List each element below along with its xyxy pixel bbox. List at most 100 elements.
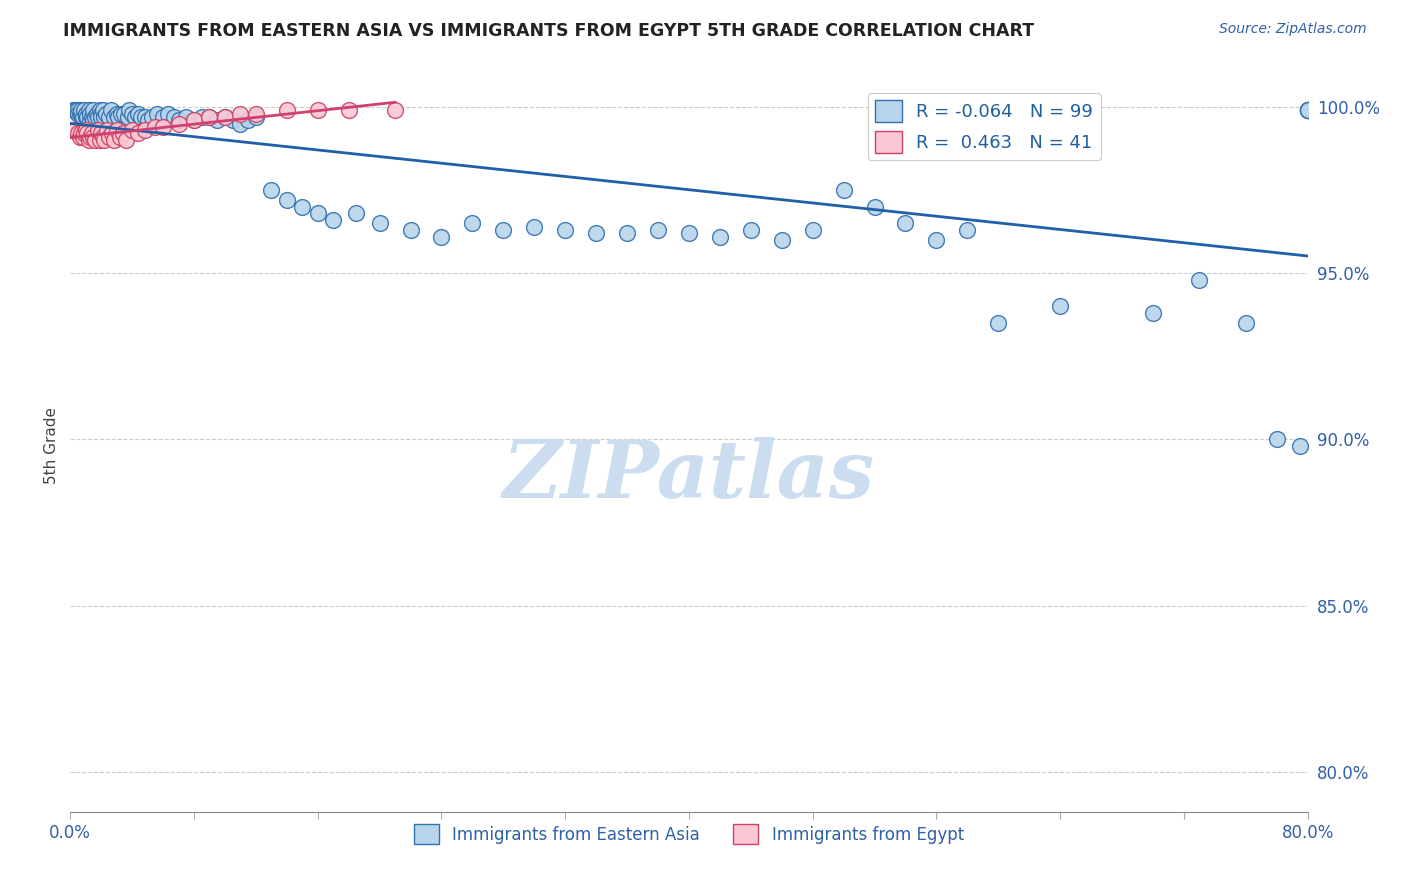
Point <box>105 106 128 120</box>
Point <box>87 110 110 124</box>
Point <box>276 103 298 118</box>
Point <box>832 183 855 197</box>
Point <box>141 110 163 124</box>
Point <box>1289 439 1312 453</box>
Point <box>307 103 329 118</box>
Point <box>163 110 186 124</box>
Point <box>770 233 793 247</box>
Point <box>70 103 93 118</box>
Point <box>86 106 108 120</box>
Point <box>75 123 97 137</box>
Point <box>156 106 179 120</box>
Point <box>291 200 314 214</box>
Point <box>69 106 91 120</box>
Point <box>70 106 93 120</box>
Point <box>75 106 97 120</box>
Point <box>145 120 166 134</box>
Point <box>62 103 84 118</box>
Point <box>63 103 86 118</box>
Point <box>93 133 115 147</box>
Point <box>82 129 105 144</box>
Point <box>98 129 120 144</box>
Point <box>117 110 139 124</box>
Point <box>67 103 90 118</box>
Point <box>1265 433 1288 447</box>
Point <box>384 103 406 118</box>
Point <box>84 133 107 147</box>
Point <box>492 223 515 237</box>
Point <box>740 223 762 237</box>
Point <box>76 127 98 141</box>
Point <box>1049 299 1071 313</box>
Point <box>167 116 190 130</box>
Point <box>72 129 94 144</box>
Point <box>1296 103 1319 118</box>
Point <box>647 223 669 237</box>
Point <box>801 223 824 237</box>
Point <box>72 110 94 124</box>
Point <box>368 216 391 230</box>
Point <box>1188 273 1211 287</box>
Point <box>678 226 700 240</box>
Point <box>337 103 360 118</box>
Y-axis label: 5th Grade: 5th Grade <box>44 408 59 484</box>
Point <box>238 113 260 128</box>
Point <box>399 223 422 237</box>
Point <box>245 106 267 120</box>
Point <box>191 110 214 124</box>
Point <box>94 106 117 120</box>
Point <box>79 113 101 128</box>
Point <box>89 103 111 118</box>
Point <box>152 110 174 124</box>
Point <box>98 110 120 124</box>
Text: ZIPatlas: ZIPatlas <box>503 436 875 514</box>
Point <box>131 110 153 124</box>
Point <box>90 110 112 124</box>
Point <box>75 110 97 124</box>
Point <box>134 123 156 137</box>
Point <box>73 103 96 118</box>
Point <box>167 113 190 128</box>
Point <box>307 206 329 220</box>
Point <box>1296 103 1319 118</box>
Point <box>956 223 979 237</box>
Point <box>987 316 1010 330</box>
Point <box>245 110 267 124</box>
Point <box>430 229 453 244</box>
Point <box>127 106 149 120</box>
Point <box>124 110 146 124</box>
Point <box>77 103 100 118</box>
Point <box>461 216 484 230</box>
Point <box>69 129 91 144</box>
Point <box>114 106 135 120</box>
Point <box>322 213 344 227</box>
Point <box>91 103 114 118</box>
Point <box>118 103 141 118</box>
Point <box>276 193 298 207</box>
Point <box>80 127 103 141</box>
Point <box>89 133 111 147</box>
Point <box>174 110 197 124</box>
Point <box>115 133 138 147</box>
Point <box>152 120 174 134</box>
Point <box>87 123 110 137</box>
Point <box>260 183 283 197</box>
Point <box>65 103 87 118</box>
Point <box>110 106 132 120</box>
Point <box>90 106 112 120</box>
Point <box>554 223 576 237</box>
Point <box>79 106 101 120</box>
Point <box>198 110 221 124</box>
Point <box>894 216 917 230</box>
Point <box>82 103 105 118</box>
Point <box>91 129 114 144</box>
Text: IMMIGRANTS FROM EASTERN ASIA VS IMMIGRANTS FROM EGYPT 5TH GRADE CORRELATION CHAR: IMMIGRANTS FROM EASTERN ASIA VS IMMIGRAN… <box>63 22 1035 40</box>
Point <box>925 233 948 247</box>
Point <box>76 110 98 124</box>
Point <box>79 129 101 144</box>
Point <box>1234 316 1257 330</box>
Point <box>111 127 134 141</box>
Point <box>1296 103 1319 118</box>
Point <box>100 103 122 118</box>
Point <box>1296 103 1319 118</box>
